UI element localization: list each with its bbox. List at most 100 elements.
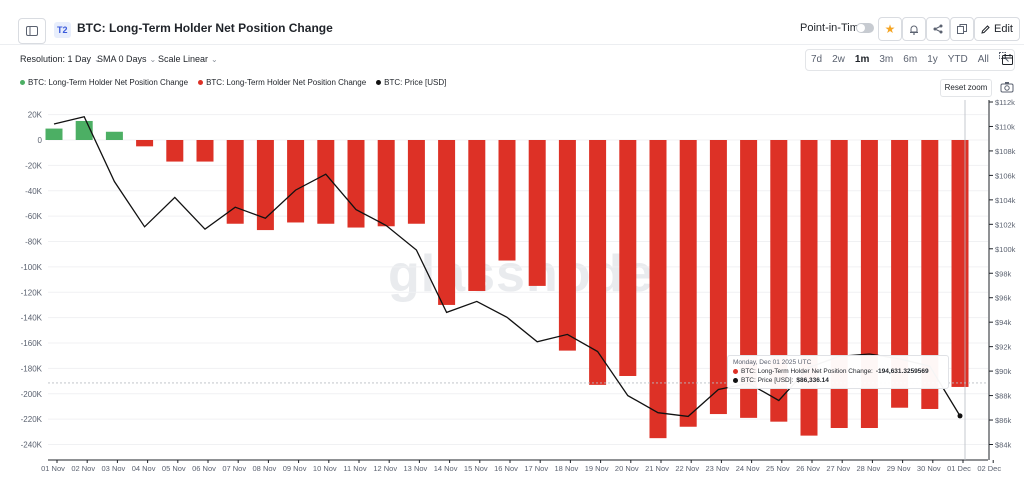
bar	[196, 140, 214, 162]
legend-dot	[376, 80, 382, 85]
range-1y[interactable]: 1y	[927, 54, 938, 65]
bar	[347, 140, 365, 228]
legend-dot	[198, 80, 204, 85]
bar	[468, 140, 486, 291]
edit-label: Edit	[994, 23, 1013, 35]
y-left-tick-label: 20K	[28, 111, 43, 120]
range-ytd[interactable]: YTD	[947, 54, 968, 65]
range-3m[interactable]: 3m	[879, 54, 894, 65]
y-left-tick-label: -80K	[25, 238, 43, 247]
tooltip-dot	[733, 378, 738, 383]
y-left-tick-label: -60K	[25, 212, 43, 221]
x-tick-label: 17 Nov	[524, 464, 548, 473]
y-right-tick-label: $110k	[995, 122, 1015, 131]
y-right-tick-label: $88k	[995, 392, 1012, 401]
bar	[921, 140, 939, 409]
bar	[136, 140, 154, 147]
x-tick-label: 26 Nov	[796, 464, 820, 473]
copy-icon	[957, 24, 967, 34]
range-1m[interactable]: 1m	[854, 54, 870, 65]
x-tick-label: 18 Nov	[555, 464, 579, 473]
y-left-tick-label: -40K	[25, 187, 43, 196]
y-left-tick-label: 0	[38, 136, 43, 145]
y-left-tick-label: -180K	[21, 364, 43, 373]
y-right-tick-label: $94k	[995, 318, 1012, 327]
legend-item-price[interactable]: BTC: Price [USD]	[376, 78, 446, 87]
resolution-value: Resolution: 1 Day	[20, 54, 92, 64]
range-all[interactable]: All	[977, 54, 989, 65]
bar	[498, 140, 516, 261]
bar	[891, 140, 909, 408]
legend-dot	[20, 80, 25, 85]
chart-tooltip: Monday, Dec 01 2025 UTC BTC: Long-Term H…	[727, 355, 949, 389]
price-highlight-point	[957, 413, 963, 419]
bar	[105, 131, 123, 140]
bar	[740, 140, 758, 418]
point-in-time-toggle[interactable]	[856, 23, 874, 33]
y-left-tick-label: -140K	[21, 314, 43, 323]
tooltip-label: BTC: Price [USD]:	[741, 377, 794, 384]
tooltip-row-price: BTC: Price [USD]: $86,336.14	[733, 377, 943, 384]
x-tick-label: 21 Nov	[645, 464, 669, 473]
x-tick-label: 24 Nov	[736, 464, 760, 473]
scale-value: Scale Linear	[158, 54, 209, 64]
camera-icon[interactable]	[1000, 80, 1014, 94]
y-left-tick-label: -220K	[21, 415, 43, 424]
range-6m[interactable]: 6m	[903, 54, 918, 65]
bar	[256, 140, 274, 231]
bar	[226, 140, 244, 224]
x-tick-label: 04 Nov	[132, 464, 156, 473]
x-tick-label: 29 Nov	[887, 464, 911, 473]
resolution-select[interactable]: Resolution: 1 Day ⌄	[20, 54, 101, 64]
x-tick-label: 14 Nov	[434, 464, 458, 473]
share-button[interactable]	[926, 17, 950, 41]
bar	[619, 140, 637, 376]
bar	[528, 140, 546, 286]
legend-item-negative[interactable]: BTC: Long-Term Holder Net Position Chang…	[198, 78, 366, 87]
tooltip-value: $86,336.14	[796, 377, 829, 384]
x-tick-label: 27 Nov	[826, 464, 850, 473]
copy-button[interactable]	[950, 17, 974, 41]
bar	[377, 140, 395, 227]
bar	[407, 140, 425, 224]
x-tick-label: 25 Nov	[766, 464, 790, 473]
pencil-icon	[981, 24, 990, 34]
y-left-tick-label: -200K	[21, 390, 43, 399]
legend-item-positive[interactable]: BTC: Long-Term Holder Net Position Chang…	[20, 78, 188, 87]
legend-label: BTC: Price [USD]	[384, 78, 447, 87]
x-tick-label: 01 Nov	[41, 464, 65, 473]
tooltip-label: BTC: Long-Term Holder Net Position Chang…	[741, 368, 873, 375]
y-left-tick-label: -20K	[25, 161, 43, 170]
x-tick-label: 13 Nov	[404, 464, 428, 473]
star-icon: ★	[884, 22, 896, 36]
x-tick-label: 12 Nov	[373, 464, 397, 473]
tooltip-row-position: BTC: Long-Term Holder Net Position Chang…	[733, 368, 943, 375]
favorite-button[interactable]: ★	[878, 17, 902, 41]
edit-button[interactable]: Edit	[974, 17, 1020, 41]
y-right-tick-label: $90k	[995, 367, 1012, 376]
reset-zoom-button[interactable]: Reset zoom	[940, 79, 992, 97]
x-tick-label: 06 Nov	[192, 464, 216, 473]
calendar-button[interactable]	[996, 48, 1018, 70]
point-in-time-label: Point-in-Time	[800, 22, 865, 34]
sma-select[interactable]: SMA 0 Days ⌄	[97, 54, 156, 64]
bar	[679, 140, 697, 427]
y-right-tick-label: $108k	[995, 147, 1016, 156]
bar	[709, 140, 727, 415]
range-7d[interactable]: 7d	[811, 54, 823, 65]
y-right-tick-label: $104k	[995, 196, 1016, 205]
y-left-tick-label: -160K	[21, 339, 43, 348]
bar	[287, 140, 305, 223]
calendar-icon	[1001, 53, 1013, 65]
share-icon	[933, 24, 943, 34]
bar	[951, 140, 969, 387]
bar	[558, 140, 576, 351]
range-2w[interactable]: 2w	[832, 54, 845, 65]
y-right-tick-label: $106k	[995, 171, 1016, 180]
alert-button[interactable]	[902, 17, 926, 41]
y-right-tick-label: $96k	[995, 294, 1012, 303]
x-tick-label: 15 Nov	[464, 464, 488, 473]
x-tick-label: 11 Nov	[343, 464, 366, 473]
sidebar-toggle-button[interactable]	[18, 18, 46, 44]
scale-select[interactable]: Scale Linear ⌄	[158, 54, 218, 64]
